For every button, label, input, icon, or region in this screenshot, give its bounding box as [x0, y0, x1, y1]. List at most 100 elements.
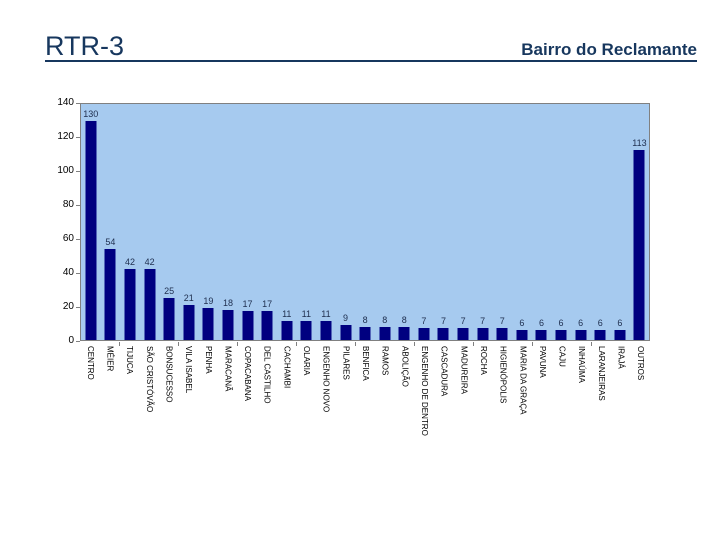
x-axis-category-label: ABOLIÇÃO: [400, 346, 410, 387]
x-axis-category-label: COPACABANA: [243, 346, 253, 401]
x-axis-category-label: BENFICA: [361, 346, 371, 381]
bar: [457, 328, 469, 340]
bar-column: 6: [512, 104, 532, 340]
plot-area: 130 54 42 42 25 21 19 18 17 17 11 11 11 9 8 8 8 7 7 7 7 7 6 6 6 6…: [80, 103, 650, 341]
x-axis-label-cell: MARACANÃ: [218, 346, 238, 446]
bar-column: 130: [81, 104, 101, 340]
bar-value-label: 9: [343, 312, 349, 323]
y-axis-tick-label: 140: [57, 97, 74, 108]
y-axis-tick: [76, 239, 80, 240]
x-axis-category-label: IRAJÁ: [616, 346, 626, 369]
bar: [594, 329, 606, 340]
bar-column: 8: [375, 104, 395, 340]
bar-column: 6: [590, 104, 610, 340]
x-axis-tick: [119, 342, 121, 346]
y-axis-tick-label: 0: [68, 335, 74, 346]
x-axis-label-cell: ENGENHO NOVO: [316, 346, 336, 446]
x-axis-label-cell: OUTROS: [630, 346, 650, 446]
y-axis-tick-label: 120: [57, 131, 74, 142]
bar-columns: 130 54 42 42 25 21 19 18 17 17 11 11 11 9 8 8 8 7 7 7 7 7 6 6 6 6…: [81, 104, 649, 340]
bar: [104, 248, 116, 340]
x-axis-category-label: LARANJEIRAS: [596, 346, 606, 401]
bar: [633, 149, 645, 340]
x-axis-label-cell: ENGENHO DE DENTRO: [414, 346, 434, 446]
bar-column: 42: [120, 104, 140, 340]
bar-value-label: 8: [401, 314, 407, 325]
x-axis-label-cell: CENTRO: [80, 346, 100, 446]
bar-column: 17: [238, 104, 258, 340]
bar: [163, 297, 175, 340]
bar: [281, 321, 293, 340]
bar: [418, 328, 430, 340]
bar: [261, 311, 273, 340]
y-axis-tick: [76, 307, 80, 308]
bar: [183, 304, 195, 340]
bar-column: 7: [492, 104, 512, 340]
bar: [379, 326, 391, 340]
x-axis-category-label: CAJU: [557, 346, 567, 367]
bar-value-label: 7: [421, 316, 427, 327]
y-axis-tick: [76, 341, 80, 342]
bar: [477, 328, 489, 340]
bar: [555, 329, 567, 340]
bar-value-label: 6: [617, 317, 623, 328]
bar: [202, 307, 214, 340]
bar-column: 18: [218, 104, 238, 340]
bar: [535, 329, 547, 340]
bar-column: 11: [297, 104, 317, 340]
bar: [340, 324, 352, 340]
bar-value-label: 21: [183, 292, 194, 303]
bar-column: 9: [336, 104, 356, 340]
x-axis-label-cell: VILA ISABEL: [178, 346, 198, 446]
bar-column: 54: [101, 104, 121, 340]
bar: [575, 329, 587, 340]
bar-value-label: 11: [282, 309, 292, 320]
x-axis-tick: [178, 342, 180, 346]
x-axis-tick: [355, 342, 357, 346]
bar-column: 8: [355, 104, 375, 340]
y-axis-tick-label: 100: [57, 165, 74, 176]
y-axis-tick-label: 20: [62, 301, 74, 312]
bar: [85, 120, 97, 340]
bar-value-label: 11: [301, 309, 311, 320]
y-axis-tick-label: 60: [62, 233, 74, 244]
bar-column: 7: [453, 104, 473, 340]
bar: [320, 321, 332, 340]
bar-column: 7: [473, 104, 493, 340]
bar: [437, 328, 449, 340]
x-axis-label-cell: CACHAMBI: [277, 346, 297, 446]
bar-column: 25: [159, 104, 179, 340]
bar-value-label: 130: [83, 108, 99, 119]
x-axis-label-cell: INHAÚMA: [571, 346, 591, 446]
y-axis-tick: [76, 103, 80, 104]
bar: [222, 309, 234, 340]
bar: [300, 321, 312, 340]
bar-column: 6: [571, 104, 591, 340]
bar-value-label: 6: [538, 317, 544, 328]
bar-value-label: 18: [222, 297, 233, 308]
x-axis-label-cell: PENHA: [198, 346, 218, 446]
x-axis-label-cell: PAVUNA: [532, 346, 552, 446]
x-axis-label-cell: MÉIER: [100, 346, 120, 446]
bar-value-label: 7: [480, 316, 486, 327]
bar-value-label: 6: [558, 317, 564, 328]
x-axis-category-label: RAMOS: [380, 346, 390, 376]
x-axis-category-label: VILA ISABEL: [184, 346, 194, 394]
bar-value-label: 17: [242, 299, 253, 310]
x-axis-category-label: MADUREIRA: [459, 346, 469, 395]
x-axis-category-label: ENGENHO NOVO: [321, 346, 331, 413]
x-axis-label-cell: RAMOS: [375, 346, 395, 446]
bar-column: 6: [610, 104, 630, 340]
x-axis-label-cell: IRAJÁ: [611, 346, 631, 446]
bar-column: 11: [316, 104, 336, 340]
x-axis-label-cell: SÃO CRISTÓVÃO: [139, 346, 159, 446]
bar-column: 17: [257, 104, 277, 340]
page-title: RTR-3: [45, 31, 125, 61]
x-axis-labels: CENTRO MÉIER TIJUCA SÃO CRISTÓVÃO BONSUCESSO…: [80, 346, 650, 446]
x-axis-label-cell: LARANJEIRAS: [591, 346, 611, 446]
x-axis-label-cell: HIGIENÓPOLIS: [493, 346, 513, 446]
x-axis-tick: [296, 342, 298, 346]
x-axis-category-label: PAVUNA: [537, 346, 547, 378]
x-axis-category-label: SÃO CRISTÓVÃO: [144, 346, 154, 413]
x-axis-category-label: MARACANÃ: [223, 346, 233, 392]
